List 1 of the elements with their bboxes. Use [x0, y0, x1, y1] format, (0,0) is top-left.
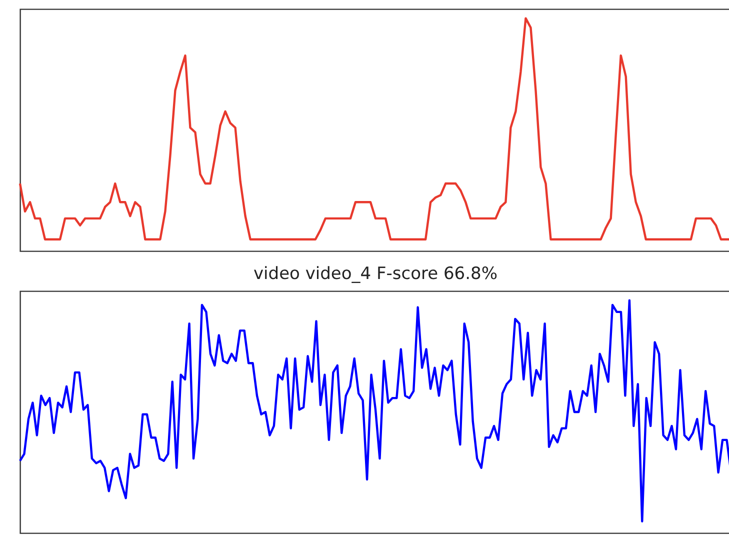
chart-title: video video_4 F-score 66.8%	[254, 264, 498, 284]
